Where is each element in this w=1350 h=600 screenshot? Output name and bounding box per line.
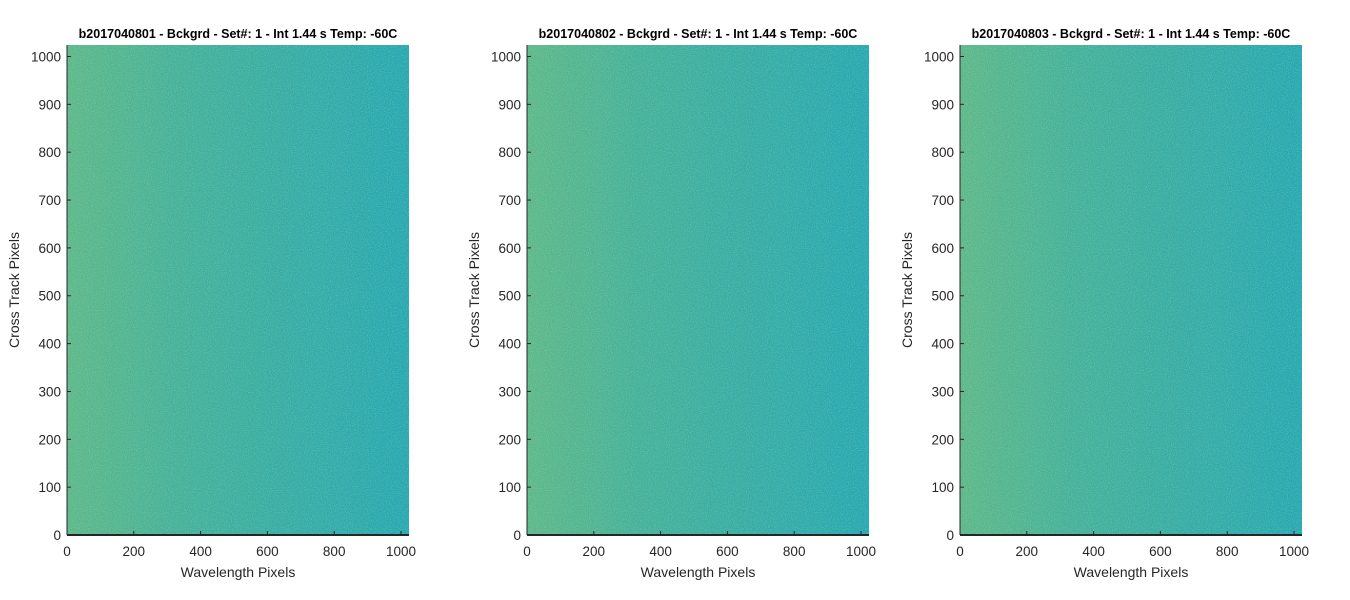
y-tick-label: 200 bbox=[38, 432, 61, 447]
y-tick-label: 300 bbox=[931, 384, 954, 399]
heatmap-panel-1: 0 200 400 600 800 1000 0 100 200 300 400 500 600 700 8… bbox=[6, 27, 416, 580]
x-tick-label: 400 bbox=[1082, 544, 1105, 559]
heatmap-field bbox=[960, 45, 1302, 535]
x-tick-label: 600 bbox=[716, 544, 739, 559]
x-tick-label: 1000 bbox=[1279, 544, 1309, 559]
y-axis-label: Cross Track Pixels bbox=[6, 232, 22, 348]
chart-title: b2017040803 - Bckgrd - Set#: 1 - Int 1.4… bbox=[972, 27, 1291, 41]
x-tick-label: 800 bbox=[783, 544, 806, 559]
y-tick-label: 700 bbox=[38, 193, 61, 208]
x-axis-label: Wavelength Pixels bbox=[1074, 564, 1189, 580]
x-tick-label: 600 bbox=[1149, 544, 1172, 559]
x-axis-label: Wavelength Pixels bbox=[641, 564, 756, 580]
x-tick-label: 0 bbox=[956, 544, 964, 559]
heatmap-field-noise-cool bbox=[527, 45, 869, 535]
x-axis-label: Wavelength Pixels bbox=[181, 564, 296, 580]
x-tick-label: 400 bbox=[189, 544, 212, 559]
y-tick-label: 900 bbox=[498, 97, 521, 112]
heatmap-field-noise-cool bbox=[67, 45, 409, 535]
y-tick-label: 800 bbox=[38, 145, 61, 160]
x-tick-label: 600 bbox=[256, 544, 279, 559]
y-tick-label: 400 bbox=[498, 337, 521, 352]
x-tick-label: 800 bbox=[323, 544, 346, 559]
y-tick-label: 0 bbox=[53, 528, 61, 543]
heatmap-panel-3: 0 200 400 600 800 1000 0 100 200 300 400 500 600 700 8… bbox=[899, 27, 1309, 580]
y-tick-label: 800 bbox=[498, 145, 521, 160]
y-tick-label: 1000 bbox=[924, 49, 954, 64]
y-tick-label: 0 bbox=[513, 528, 521, 543]
y-tick-label: 300 bbox=[498, 384, 521, 399]
y-tick-label: 900 bbox=[38, 97, 61, 112]
y-axis-label: Cross Track Pixels bbox=[899, 232, 915, 348]
y-tick-label: 1000 bbox=[491, 49, 521, 64]
y-tick-label: 200 bbox=[498, 432, 521, 447]
y-tick-label: 1000 bbox=[31, 49, 61, 64]
y-tick-label: 700 bbox=[931, 193, 954, 208]
y-tick-label: 300 bbox=[38, 384, 61, 399]
x-tick-label: 800 bbox=[1216, 544, 1239, 559]
chart-title: b2017040802 - Bckgrd - Set#: 1 - Int 1.4… bbox=[539, 27, 858, 41]
y-tick-label: 900 bbox=[931, 97, 954, 112]
x-tick-label: 1000 bbox=[386, 544, 416, 559]
y-tick-label: 100 bbox=[498, 480, 521, 495]
y-tick-label: 500 bbox=[931, 289, 954, 304]
y-axis-label: Cross Track Pixels bbox=[466, 232, 482, 348]
x-tick-label: 200 bbox=[123, 544, 146, 559]
heatmap-field bbox=[67, 45, 409, 535]
x-tick-label: 0 bbox=[63, 544, 71, 559]
heatmap-field-noise-cool bbox=[960, 45, 1302, 535]
x-tick-label: 1000 bbox=[846, 544, 876, 559]
x-tick-label: 400 bbox=[649, 544, 672, 559]
y-tick-label: 400 bbox=[38, 337, 61, 352]
y-tick-label: 0 bbox=[946, 528, 954, 543]
heatmap-field bbox=[527, 45, 869, 535]
y-tick-label: 800 bbox=[931, 145, 954, 160]
x-tick-label: 200 bbox=[583, 544, 606, 559]
y-tick-label: 500 bbox=[498, 289, 521, 304]
heatmap-panel-2: 0 200 400 600 800 1000 0 100 200 300 400 500 600 700 8… bbox=[466, 27, 876, 580]
chart-title: b2017040801 - Bckgrd - Set#: 1 - Int 1.4… bbox=[79, 27, 398, 41]
y-tick-label: 100 bbox=[38, 480, 61, 495]
y-tick-label: 100 bbox=[931, 480, 954, 495]
y-tick-label: 600 bbox=[498, 241, 521, 256]
x-tick-label: 200 bbox=[1016, 544, 1039, 559]
x-tick-label: 0 bbox=[523, 544, 531, 559]
y-tick-label: 400 bbox=[931, 337, 954, 352]
y-tick-label: 700 bbox=[498, 193, 521, 208]
y-tick-label: 200 bbox=[931, 432, 954, 447]
y-tick-label: 500 bbox=[38, 289, 61, 304]
y-tick-label: 600 bbox=[38, 241, 61, 256]
y-tick-label: 600 bbox=[931, 241, 954, 256]
